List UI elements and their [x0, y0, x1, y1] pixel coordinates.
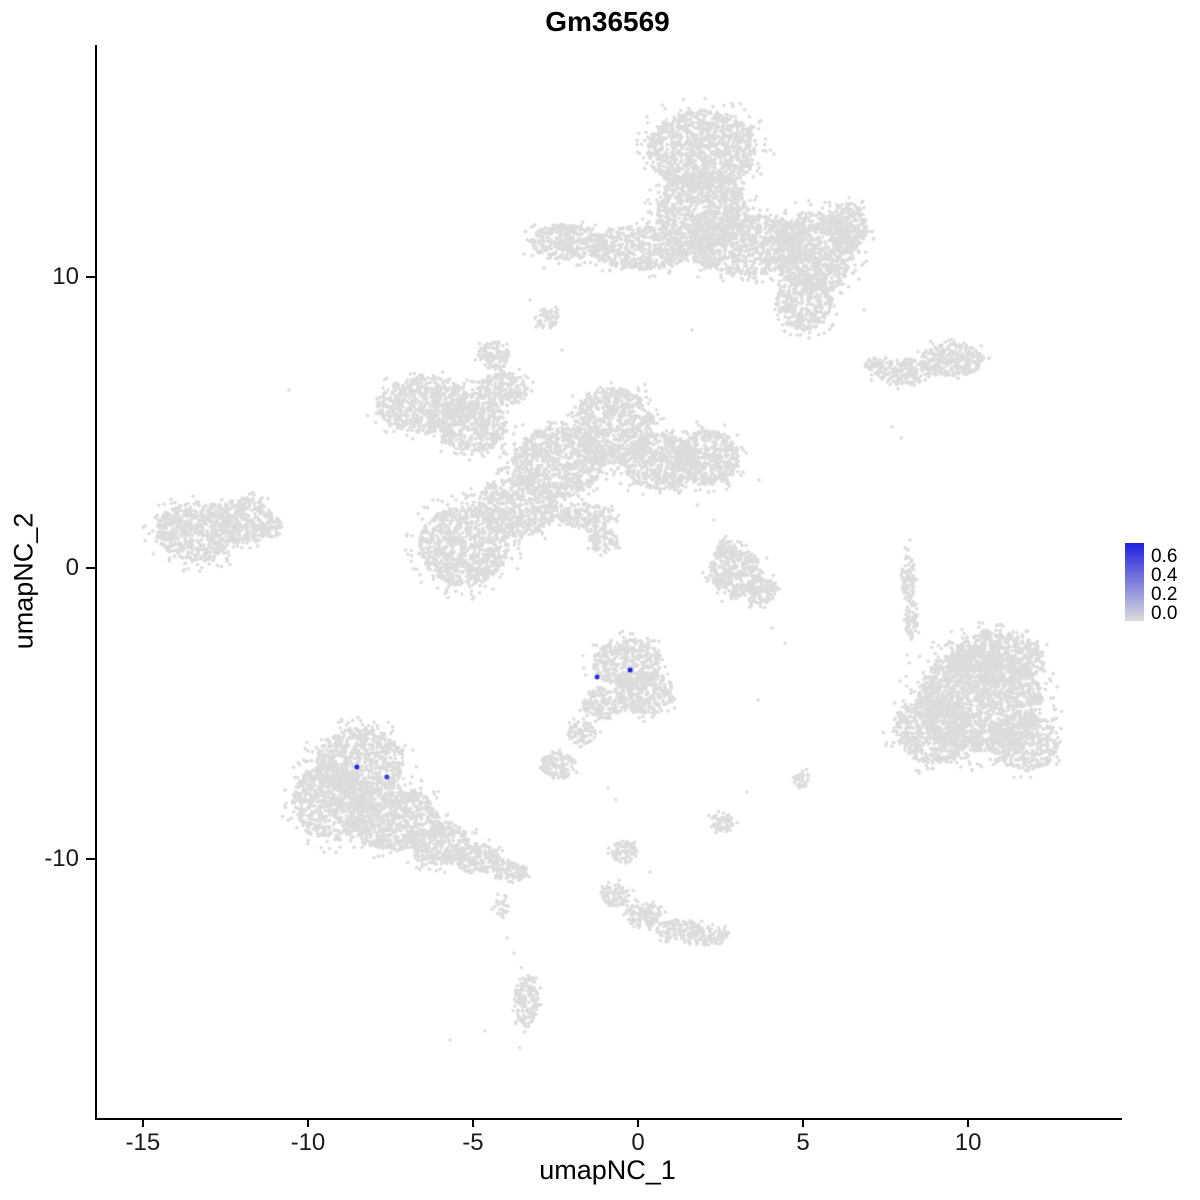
y-tick-mark	[86, 857, 95, 860]
x-tick-label: 10	[954, 1129, 982, 1156]
x-tick-mark	[802, 1118, 805, 1127]
plot-title: Gm36569	[545, 6, 670, 37]
x-tick-mark	[471, 1118, 474, 1127]
plot-area	[95, 45, 1122, 1120]
x-tick-mark	[967, 1118, 970, 1127]
x-tick-label: -10	[290, 1129, 326, 1156]
x-tick-mark	[306, 1118, 309, 1127]
y-tick-mark	[86, 275, 95, 278]
x-tick-label: -5	[462, 1129, 484, 1156]
x-tick-mark	[637, 1118, 640, 1127]
y-tick-label: 0	[65, 553, 79, 581]
x-tick-label: 0	[631, 1129, 645, 1156]
colorbar-tick-label: 0.0	[1151, 603, 1178, 624]
y-tick-label: -10	[44, 844, 79, 872]
scatter-canvas	[97, 45, 1122, 1118]
colorbar-tick-label: 0.2	[1151, 584, 1178, 605]
colorbar-gradient	[1125, 543, 1144, 621]
x-axis-label: umapNC_1	[539, 1155, 676, 1185]
colorbar-tick-label: 0.6	[1151, 546, 1178, 567]
y-tick-mark	[86, 566, 95, 569]
x-tick-label: -15	[125, 1129, 161, 1156]
x-tick-mark	[141, 1118, 144, 1127]
y-tick-label: 10	[52, 262, 79, 290]
x-tick-label: 5	[796, 1129, 810, 1156]
colorbar-tick-label: 0.4	[1151, 565, 1178, 586]
